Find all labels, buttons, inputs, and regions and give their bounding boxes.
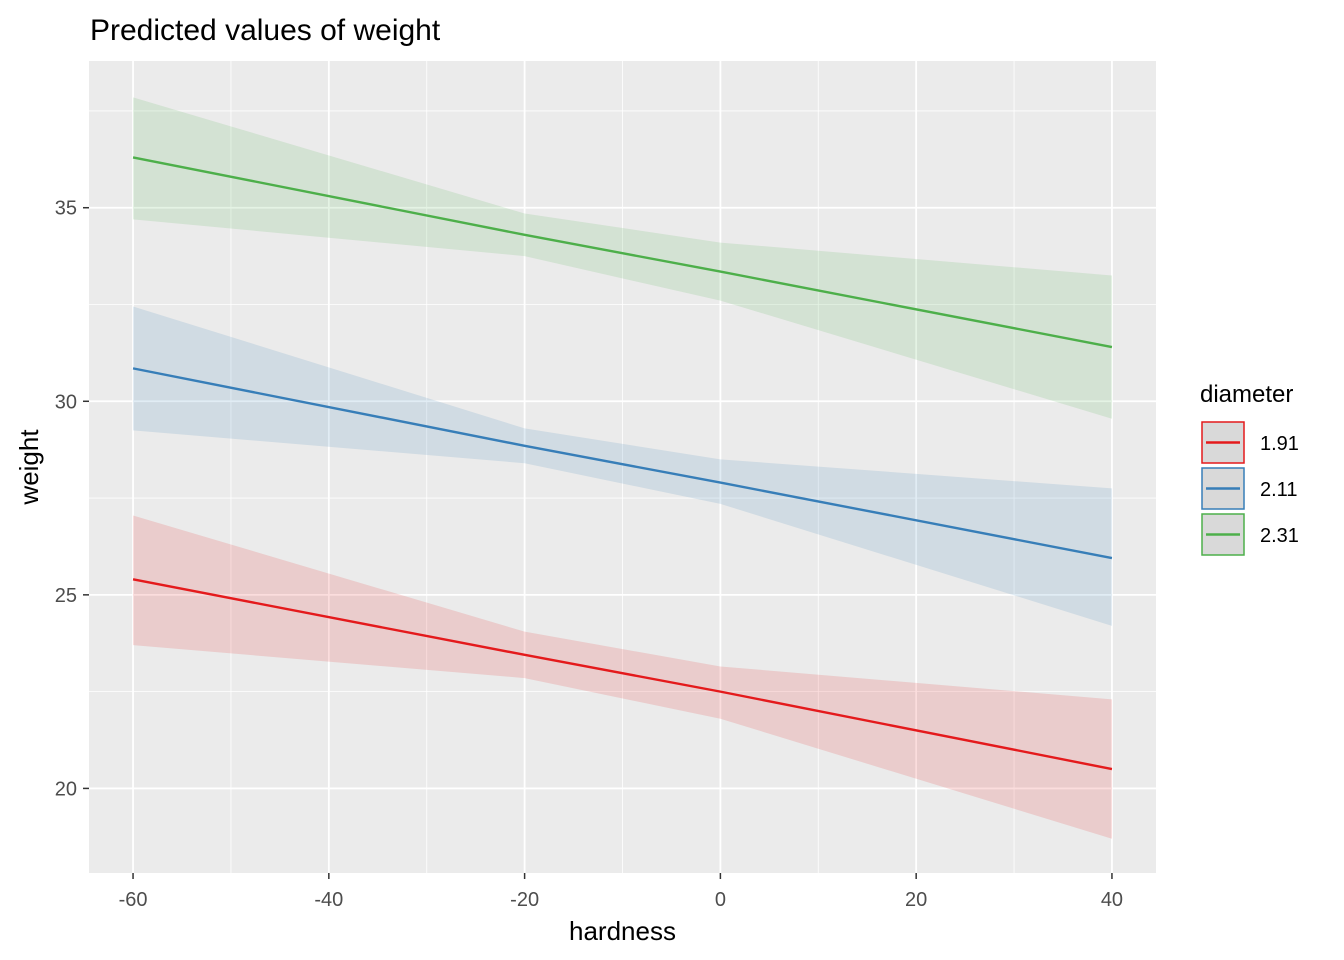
legend: diameter 1.91 2.11 2.31 <box>1200 381 1299 556</box>
y-axis: 20 25 30 35 <box>55 198 89 800</box>
ci-ribbon-2.11 <box>133 306 1112 626</box>
y-tick-label: 25 <box>55 585 77 607</box>
x-tick-label: 40 <box>1101 889 1123 911</box>
ci-ribbon-2.31 <box>133 97 1112 419</box>
major-gridlines <box>89 61 1156 873</box>
ci-ribbon-1.91 <box>133 515 1112 839</box>
x-axis-title: hardness <box>569 916 676 946</box>
y-tick-label: 30 <box>55 391 77 413</box>
x-tick-label: 0 <box>715 889 726 911</box>
series-line-2.11 <box>132 367 1113 560</box>
legend-label-2.11: 2.11 <box>1260 479 1297 501</box>
legend-label-1.91: 1.91 <box>1260 433 1299 455</box>
y-tick-label: 35 <box>55 198 77 220</box>
legend-title: diameter <box>1200 381 1293 408</box>
prediction-lines <box>132 156 1113 771</box>
series-line-2.31 <box>132 156 1113 349</box>
legend-label-2.31: 2.31 <box>1260 525 1299 547</box>
x-axis: -60 -40 -20 0 20 40 <box>119 873 1123 911</box>
x-tick-label: -40 <box>314 889 343 911</box>
confidence-ribbons <box>133 97 1112 839</box>
x-tick-label: 20 <box>905 889 927 911</box>
y-axis-title: weight <box>14 429 44 506</box>
x-tick-label: -60 <box>119 889 148 911</box>
minor-gridlines <box>89 61 1156 873</box>
series-line-1.91 <box>132 578 1113 771</box>
y-tick-label: 20 <box>55 778 77 800</box>
x-tick-label: -20 <box>510 889 539 911</box>
chart-title: Predicted values of weight <box>90 14 441 47</box>
